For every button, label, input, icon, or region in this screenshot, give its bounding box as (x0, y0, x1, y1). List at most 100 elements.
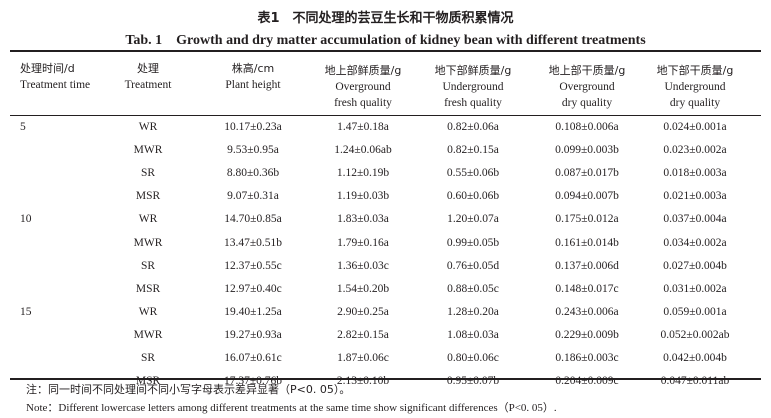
cell-value: 0.161±0.014b (555, 237, 619, 249)
cell-treatment: MSR (135, 190, 161, 202)
cell-value: 0.82±0.15a (447, 144, 499, 156)
cell-value: 1.12±0.19b (336, 167, 390, 179)
header-cn: 地上部鲜质量/g (324, 64, 402, 77)
cell-value: 0.229±0.009b (555, 329, 619, 341)
header-en: Plant height (225, 79, 281, 91)
cell-value: 0.80±0.06c (447, 352, 499, 364)
cell-value: 0.042±0.004b (663, 352, 727, 364)
cell-value: 1.24±0.06ab (334, 144, 392, 156)
cell-treatment: MWR (133, 329, 163, 341)
cell-value: 0.059±0.001a (663, 306, 727, 318)
header-plant-height: 株高/cm Plant height (198, 61, 308, 93)
footnote-en: Note：Different lowercase letters among d… (26, 402, 557, 414)
cell-treatment: MSR (135, 283, 161, 295)
header-treatment-time: 处理时间/d Treatment time (20, 61, 90, 93)
cell-value: 0.76±0.05d (446, 260, 500, 272)
cell-value: 1.20±0.07a (447, 213, 499, 225)
cell-value: 0.148±0.017c (555, 283, 619, 295)
cell-value: 19.40±1.25a (224, 306, 282, 318)
header-treatment: 处理 Treatment (113, 61, 183, 93)
cell-value: 16.07±0.61c (224, 352, 282, 364)
cell-value: 0.55±0.06b (446, 167, 500, 179)
header-cn: 地下部鲜质量/g (434, 64, 512, 77)
cell-value: 8.80±0.36b (226, 167, 280, 179)
cell-value: 1.08±0.03a (447, 329, 499, 341)
cell-value: 19.27±0.93a (224, 329, 282, 341)
cell-value: 13.47±0.51b (223, 237, 283, 249)
cell-value: 1.36±0.03c (337, 260, 389, 272)
cell-value: 0.60±0.06b (446, 190, 500, 202)
cell-value: 0.023±0.002a (663, 144, 727, 156)
top-rule (10, 50, 761, 52)
cell-value: 1.47±0.18a (337, 121, 389, 133)
cell-value: 12.97±0.40c (224, 283, 282, 295)
cell-value: 0.99±0.05b (446, 237, 500, 249)
cell-value: 9.07±0.31a (227, 190, 279, 202)
cell-value: 0.243±0.006a (555, 306, 619, 318)
cell-treatment: WR (138, 306, 158, 318)
header-cn: 地上部干质量/g (548, 64, 626, 77)
header-en: Overground (559, 81, 615, 93)
cell-value: 0.137±0.006d (555, 260, 619, 272)
cell-value: 0.175±0.012a (555, 213, 619, 225)
footnote-cn: 注：同一时间不同处理间不同小写字母表示差异显著（P<0. 05）。 (26, 383, 351, 396)
header-underground-dry: 地下部干质量/g Underground dry quality (640, 63, 750, 111)
header-underground-fresh: 地下部鲜质量/g Underground fresh quality (418, 63, 528, 111)
cell-value: 0.037±0.004a (663, 213, 727, 225)
cell-value: 2.90±0.25a (337, 306, 389, 318)
cell-treatment: MWR (133, 144, 163, 156)
cell-treatment: WR (138, 213, 158, 225)
header-overground-fresh: 地上部鲜质量/g Overground fresh quality (308, 63, 418, 111)
cell-value: 0.204±0.009c (555, 375, 619, 387)
header-en: dry quality (669, 97, 721, 109)
cell-treatment: SR (140, 352, 156, 364)
cell-treatment-time: 15 (20, 306, 32, 318)
header-en: Underground (442, 81, 504, 93)
cell-treatment-time: 5 (20, 121, 26, 133)
cell-value: 0.95±0.07b (446, 375, 500, 387)
cell-value: 0.021±0.003a (663, 190, 727, 202)
cell-value: 1.19±0.03b (336, 190, 390, 202)
cell-value: 12.37±0.55c (224, 260, 282, 272)
cell-value: 0.186±0.003c (555, 352, 619, 364)
cell-value: 14.70±0.85a (224, 213, 282, 225)
header-en: Treatment time (20, 79, 91, 91)
cell-treatment: WR (138, 121, 158, 133)
cell-value: 0.88±0.05c (447, 283, 499, 295)
header-rule (10, 115, 761, 116)
table-title-cn: 表1 不同处理的芸豆生长和干物质积累情况 (257, 11, 514, 26)
cell-value: 0.099±0.003b (555, 144, 619, 156)
cell-value: 9.53±0.95a (227, 144, 279, 156)
cell-value: 0.024±0.001a (663, 121, 727, 133)
cell-value: 0.047±0.011ab (660, 375, 730, 387)
table-title-en: Tab. 1 Growth and dry matter accumulatio… (125, 33, 646, 48)
cell-value: 1.54±0.20b (336, 283, 390, 295)
header-en: Overground (335, 81, 391, 93)
header-cn: 地下部干质量/g (656, 64, 734, 77)
cell-value: 0.052±0.002ab (660, 329, 730, 341)
cell-value: 0.031±0.002a (663, 283, 727, 295)
cell-treatment: SR (140, 260, 156, 272)
header-cn: 处理 (137, 62, 159, 75)
cell-value: 0.094±0.007b (555, 190, 619, 202)
cell-value: 2.82±0.15a (337, 329, 389, 341)
cell-value: 0.087±0.017b (555, 167, 619, 179)
cell-value: 1.83±0.03a (337, 213, 389, 225)
cell-value: 0.108±0.006a (555, 121, 619, 133)
header-en: Treatment (124, 79, 172, 91)
header-overground-dry: 地上部干质量/g Overground dry quality (532, 63, 642, 111)
cell-value: 1.28±0.20a (447, 306, 499, 318)
cell-treatment: MWR (133, 237, 163, 249)
header-cn: 处理时间/d (20, 62, 75, 75)
header-en: fresh quality (444, 97, 502, 109)
header-en: Underground (664, 81, 726, 93)
cell-treatment-time: 10 (20, 213, 32, 225)
bottom-rule (10, 378, 761, 380)
header-en: fresh quality (334, 97, 392, 109)
cell-value: 0.018±0.003a (663, 167, 727, 179)
cell-value: 0.034±0.002a (663, 237, 727, 249)
cell-treatment: SR (140, 167, 156, 179)
cell-value: 1.79±0.16a (337, 237, 389, 249)
header-cn: 株高/cm (231, 62, 275, 75)
cell-value: 0.82±0.06a (447, 121, 499, 133)
